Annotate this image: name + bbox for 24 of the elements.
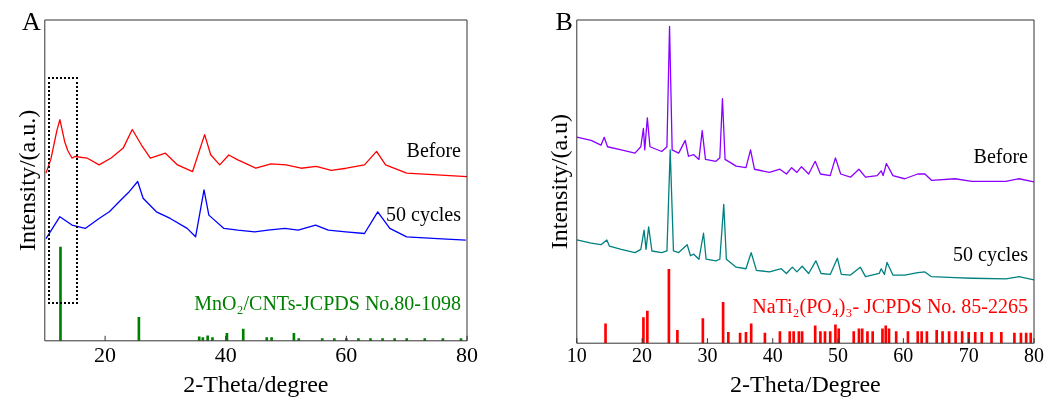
- y-axis-title: Intensity/(a.u.): [13, 109, 40, 252]
- x-tick-label: 60: [893, 344, 914, 367]
- x-tick-label: 80: [456, 341, 478, 367]
- x-axis-title: 2-Theta/degree: [183, 370, 329, 397]
- x-tick-label: 20: [632, 344, 653, 367]
- x-tick-label: 40: [762, 344, 783, 367]
- series-label: Before: [973, 144, 1029, 167]
- x-tick-label: 20: [94, 341, 117, 367]
- x-tick-label: 60: [335, 341, 358, 367]
- y-axis-title: Intensity/(a.u): [545, 113, 572, 250]
- series-label: NaTi₂(PO₄)₃- JCPDS No. 85-2265: [752, 294, 1028, 318]
- x-tick-label: 10: [566, 344, 587, 367]
- x-tick-label: 50: [828, 344, 849, 367]
- x-axis-title: 2-Theta/Degree: [730, 370, 881, 397]
- chart-title: A: [22, 6, 42, 36]
- x-tick-label: 30: [697, 344, 718, 367]
- series-label: 50 cycles: [953, 242, 1029, 266]
- series-label: Before: [406, 139, 462, 162]
- x-tick-label: 80: [1024, 344, 1044, 367]
- series-label: 50 cycles: [386, 202, 462, 226]
- x-tick-label: 70: [958, 344, 979, 367]
- chart-title: B: [555, 6, 573, 36]
- series-label: MnO₂/CNTs-JCPDS No.80-1098: [194, 292, 461, 315]
- x-tick-label: 40: [214, 341, 237, 367]
